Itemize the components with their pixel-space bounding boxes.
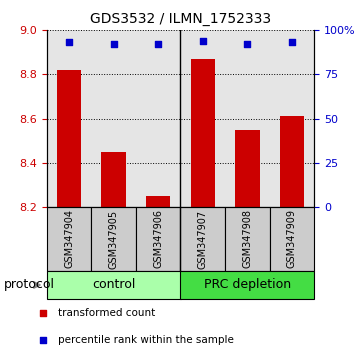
Bar [47, 271, 180, 299]
Point [111, 41, 117, 47]
Point [289, 40, 295, 45]
Text: protocol: protocol [4, 279, 55, 291]
Bar [91, 30, 136, 207]
Point [40, 337, 46, 343]
Bar [47, 30, 91, 207]
Text: GSM347906: GSM347906 [153, 210, 163, 268]
Text: GSM347905: GSM347905 [109, 209, 119, 269]
Bar [47, 207, 91, 271]
Bar [270, 30, 314, 207]
Point [244, 41, 250, 47]
Bar [225, 30, 270, 207]
Bar [180, 271, 314, 299]
Text: transformed count: transformed count [58, 308, 155, 318]
Point [66, 40, 72, 45]
Point [155, 41, 161, 47]
Bar [136, 207, 180, 271]
Text: GSM347909: GSM347909 [287, 210, 297, 268]
Bar [136, 30, 180, 207]
Point [40, 310, 46, 316]
Bar [101, 152, 126, 207]
Bar [146, 196, 170, 207]
Bar [235, 130, 260, 207]
Text: PRC depletion: PRC depletion [204, 279, 291, 291]
Text: GDS3532 / ILMN_1752333: GDS3532 / ILMN_1752333 [90, 12, 271, 27]
Text: GSM347907: GSM347907 [198, 209, 208, 269]
Bar [270, 207, 314, 271]
Bar [191, 59, 215, 207]
Bar [279, 116, 304, 207]
Bar [180, 30, 225, 207]
Bar [57, 70, 82, 207]
Bar [225, 207, 270, 271]
Bar [180, 207, 225, 271]
Bar [91, 207, 136, 271]
Text: percentile rank within the sample: percentile rank within the sample [58, 335, 234, 345]
Text: control: control [92, 279, 135, 291]
Text: GSM347908: GSM347908 [242, 210, 252, 268]
Point [200, 38, 206, 44]
Text: GSM347904: GSM347904 [64, 210, 74, 268]
